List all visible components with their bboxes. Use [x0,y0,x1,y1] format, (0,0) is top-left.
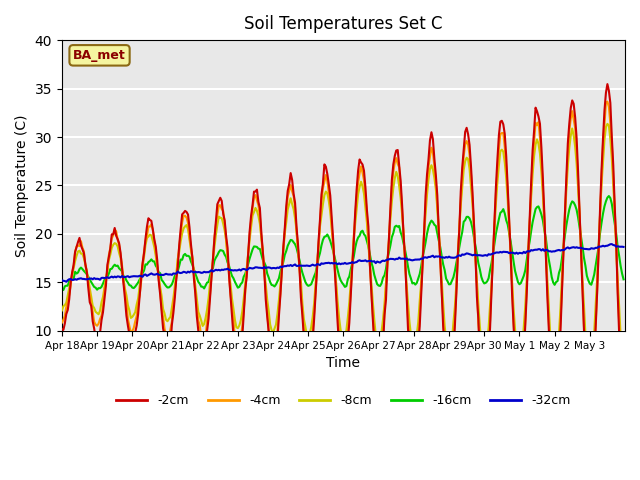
X-axis label: Time: Time [326,356,360,370]
Text: BA_met: BA_met [73,49,126,62]
Title: Soil Temperatures Set C: Soil Temperatures Set C [244,15,443,33]
Legend: -2cm, -4cm, -8cm, -16cm, -32cm: -2cm, -4cm, -8cm, -16cm, -32cm [111,389,576,412]
Y-axis label: Soil Temperature (C): Soil Temperature (C) [15,114,29,257]
